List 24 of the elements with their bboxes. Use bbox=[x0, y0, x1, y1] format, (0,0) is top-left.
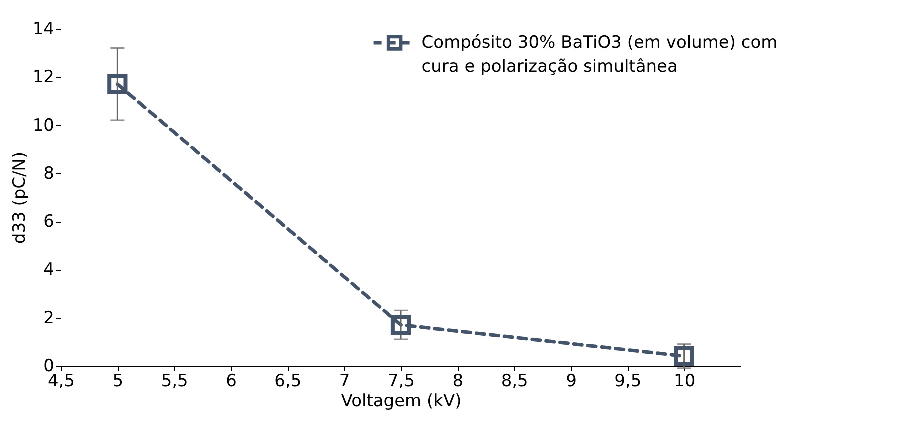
x-axis-title: Voltagem (kV) bbox=[341, 392, 462, 412]
y-tick-label: 12 bbox=[32, 68, 54, 88]
legend-label: Compósito 30% BaTiO3 (em volume) com cura e polarização simultânea bbox=[422, 33, 778, 77]
x-tick-label: 7,5 bbox=[388, 372, 416, 392]
x-tick-label: 8 bbox=[452, 372, 464, 392]
x-tick-label: 10 bbox=[674, 372, 696, 392]
x-tick-label: 9 bbox=[566, 372, 577, 392]
x-tick-label: 8,5 bbox=[501, 372, 528, 392]
y-tick-label: 2 bbox=[44, 308, 54, 328]
y-axis-title: d33 (pC/N) bbox=[10, 152, 30, 244]
x-tick-label: 5 bbox=[112, 372, 124, 392]
y-tick-label: 4 bbox=[44, 260, 54, 280]
x-tick-label: 6,5 bbox=[274, 372, 302, 392]
x-tick-label: 9,5 bbox=[614, 372, 642, 392]
x-tick-label: 7 bbox=[339, 372, 350, 392]
point bbox=[108, 74, 128, 94]
y-tick-label: 14 bbox=[32, 20, 54, 40]
y-tick-label: 6 bbox=[44, 212, 54, 232]
point bbox=[390, 315, 412, 336]
x-tick-label: 6 bbox=[226, 372, 237, 392]
y-tick-label: 10 bbox=[32, 116, 54, 136]
x-tick-label: 4,5 bbox=[48, 372, 76, 392]
x-tick-label: 5,5 bbox=[161, 372, 188, 392]
y-tick-label: 8 bbox=[44, 164, 54, 184]
